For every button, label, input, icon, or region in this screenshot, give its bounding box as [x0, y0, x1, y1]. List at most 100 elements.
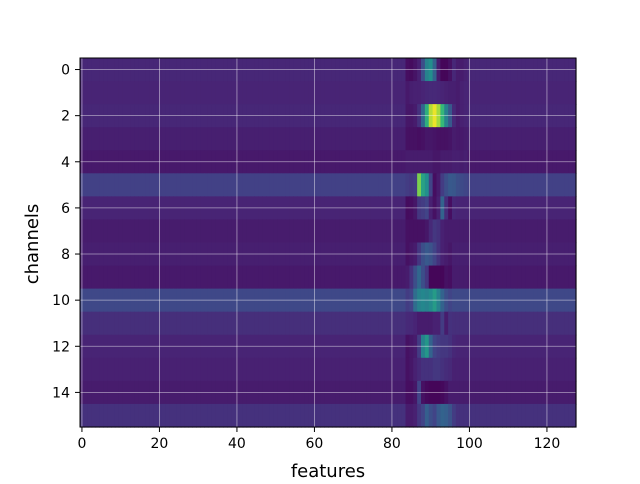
heatmap-cell: [146, 173, 150, 197]
heatmap-cell: [510, 266, 514, 290]
heatmap-cell: [177, 358, 181, 382]
heatmap-cell: [185, 312, 189, 336]
heatmap-cell: [204, 219, 208, 243]
heatmap-cell: [363, 312, 367, 336]
heatmap-cell: [417, 173, 421, 197]
heatmap-cell: [316, 358, 320, 382]
heatmap-cell: [394, 312, 398, 336]
heatmap-cell: [92, 173, 96, 197]
heatmap-cell: [301, 404, 305, 428]
heatmap-cell: [533, 173, 537, 197]
heatmap-cell: [212, 127, 216, 151]
heatmap-cell: [266, 81, 270, 105]
heatmap-cell: [107, 219, 111, 243]
heatmap-cell: [231, 173, 235, 197]
heatmap-cell: [340, 312, 344, 336]
heatmap-cell: [320, 219, 324, 243]
heatmap-cell: [495, 127, 499, 151]
heatmap-cell: [231, 219, 235, 243]
heatmap-cell: [123, 404, 127, 428]
heatmap-cell: [103, 173, 107, 197]
heatmap-cell: [499, 404, 503, 428]
heatmap-cell: [154, 404, 158, 428]
heatmap-cell: [305, 127, 309, 151]
heatmap-cell: [429, 81, 433, 105]
heatmap-cell: [251, 266, 255, 290]
heatmap-cell: [96, 266, 100, 290]
heatmap-cell: [549, 81, 553, 105]
heatmap-cell: [127, 266, 131, 290]
heatmap-cell: [378, 81, 382, 105]
heatmap-cell: [475, 312, 479, 336]
heatmap-cell: [146, 404, 150, 428]
heatmap-cell: [111, 81, 115, 105]
heatmap-cell: [297, 173, 301, 197]
heatmap-cell: [293, 81, 297, 105]
heatmap-cell: [212, 266, 216, 290]
heatmap-cell: [402, 127, 406, 151]
heatmap-cell: [111, 173, 115, 197]
heatmap-cell: [378, 358, 382, 382]
heatmap-cell: [340, 81, 344, 105]
heatmap-cell: [413, 219, 417, 243]
heatmap-cell: [282, 266, 286, 290]
heatmap-cell: [367, 127, 371, 151]
heatmap-cell: [475, 219, 479, 243]
heatmap-cell: [382, 219, 386, 243]
heatmap-cell: [185, 219, 189, 243]
heatmap-cell: [173, 173, 177, 197]
heatmap-cell: [200, 312, 204, 336]
heatmap-cell: [336, 219, 340, 243]
heatmap-cell: [409, 358, 413, 382]
heatmap-cell: [150, 219, 154, 243]
heatmap-cell: [359, 404, 363, 428]
heatmap-cell: [564, 358, 568, 382]
heatmap-cell: [561, 312, 565, 336]
heatmap-cell: [305, 404, 309, 428]
heatmap-cell: [223, 404, 227, 428]
heatmap-cell: [568, 81, 572, 105]
heatmap-cell: [344, 173, 348, 197]
heatmap-cell: [165, 312, 169, 336]
heatmap-cell: [99, 312, 103, 336]
heatmap-cell: [123, 173, 127, 197]
heatmap-cell: [530, 81, 534, 105]
heatmap-cell: [173, 81, 177, 105]
heatmap-cell: [297, 219, 301, 243]
heatmap-cell: [84, 173, 88, 197]
heatmap-cell: [289, 266, 293, 290]
heatmap-cell: [355, 127, 359, 151]
heatmap-cell: [227, 312, 231, 336]
heatmap-cell: [506, 312, 510, 336]
heatmap-cell: [471, 358, 475, 382]
heatmap-cell: [448, 173, 452, 197]
heatmap-cell: [123, 219, 127, 243]
x-tick-label: 60: [306, 436, 324, 452]
heatmap-cell: [305, 266, 309, 290]
heatmap-cell: [266, 127, 270, 151]
heatmap-cell: [336, 312, 340, 336]
heatmap-cell: [332, 358, 336, 382]
heatmap-cell: [103, 81, 107, 105]
heatmap-cell: [216, 404, 220, 428]
heatmap-cell: [328, 127, 332, 151]
heatmap-cell: [169, 358, 173, 382]
heatmap-cell: [204, 266, 208, 290]
heatmap-cell: [518, 173, 522, 197]
heatmap-cell: [440, 173, 444, 197]
heatmap-cell: [421, 404, 425, 428]
heatmap-cell: [448, 358, 452, 382]
heatmap-cell: [161, 219, 165, 243]
heatmap-cell: [254, 404, 258, 428]
heatmap-cell: [429, 404, 433, 428]
heatmap-cell: [134, 219, 138, 243]
heatmap-cell: [413, 81, 417, 105]
heatmap-cell: [491, 173, 495, 197]
heatmap-cell: [495, 312, 499, 336]
heatmap-cell: [340, 127, 344, 151]
heatmap-cell: [433, 81, 437, 105]
heatmap-cell: [448, 404, 452, 428]
heatmap-cell: [196, 312, 200, 336]
heatmap-cell: [359, 266, 363, 290]
heatmap-cell: [417, 219, 421, 243]
